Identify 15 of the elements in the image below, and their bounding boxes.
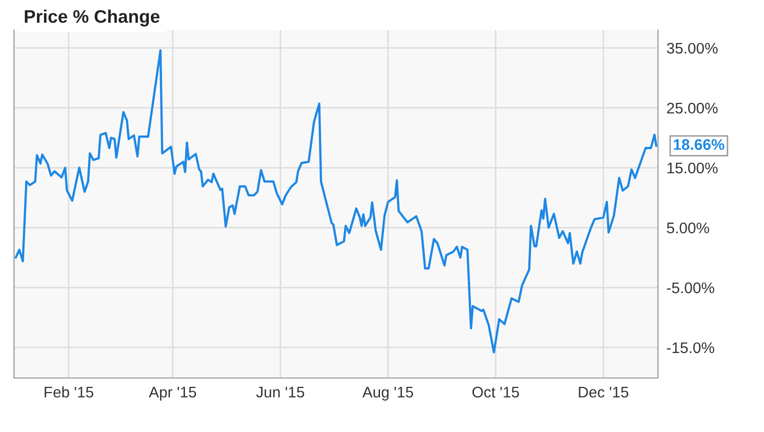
line-series — [14, 49, 658, 354]
chart-title: Price % Change — [24, 10, 160, 27]
x-tick-label: Dec '15 — [578, 386, 628, 398]
y-tick-label: -15.0% — [667, 342, 714, 354]
y-tick-label: 15.00% — [668, 162, 718, 174]
y-tick-label: 25.00% — [667, 102, 718, 114]
y-tick-label: -5.00% — [667, 282, 714, 294]
x-tick-label: Oct '15 — [472, 386, 519, 398]
x-tick-label: Aug '15 — [362, 386, 414, 401]
x-tick-label: Feb '15 — [44, 386, 94, 398]
y-tick-label: 35.00% — [666, 42, 718, 54]
y-tick-label: 5.00% — [666, 222, 710, 234]
x-tick-label: Jun '15 — [256, 386, 304, 398]
annotation: 18.66% — [674, 139, 724, 150]
x-tick-label: Apr '15 — [148, 386, 196, 401]
